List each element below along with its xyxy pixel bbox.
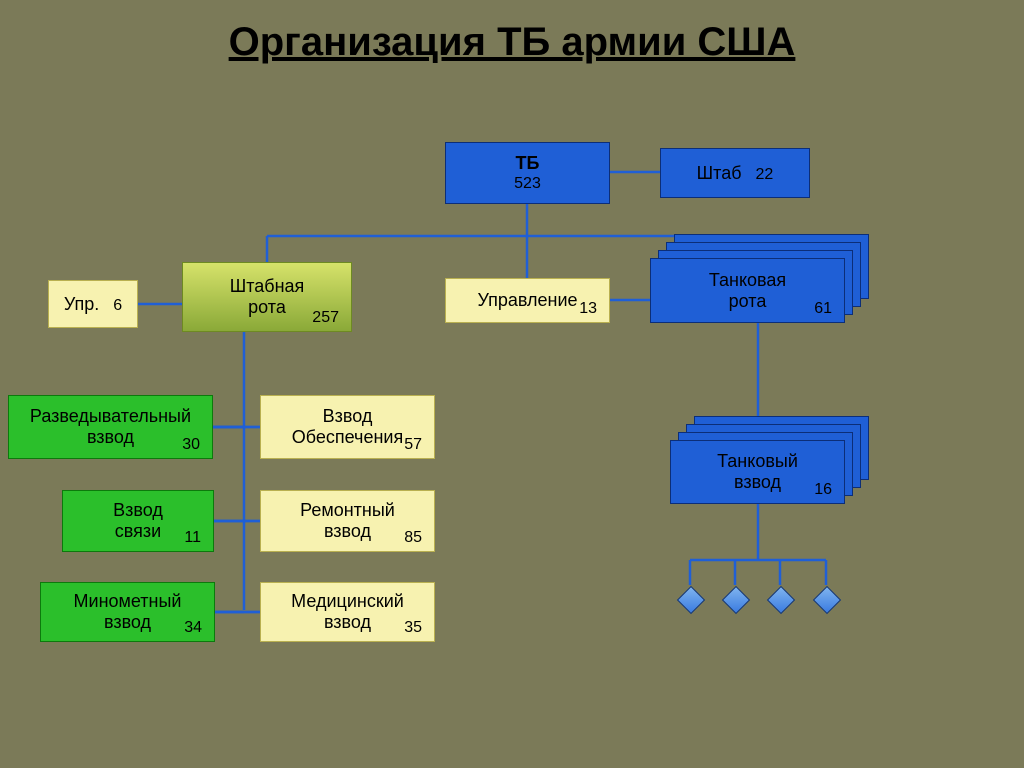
node-value: 6: [113, 297, 122, 315]
node-value: 35: [404, 619, 422, 637]
diamond-icon: [767, 586, 795, 614]
node-mgmt: Управление13: [445, 278, 610, 323]
node-signal: Взводсвязи 11: [62, 490, 214, 552]
diamond-icon: [813, 586, 841, 614]
node-hq_coy: Штабнаярота 257: [182, 262, 352, 332]
node-label: Танковыйвзвод: [717, 451, 798, 492]
node-value: 34: [184, 619, 202, 637]
node-label: Управление: [477, 290, 577, 311]
node-value: 523: [514, 175, 541, 193]
node-label: Штаб: [697, 163, 742, 184]
diamond-icon: [677, 586, 705, 614]
node-label: ВзводОбеспечения: [292, 406, 403, 447]
slide-title: Организация ТБ армии США: [0, 20, 1024, 65]
node-label: Ремонтныйвзвод: [300, 500, 395, 541]
node-supply: ВзводОбеспечения57: [260, 395, 435, 459]
slide: Организация ТБ армии США ТБ523 Штаб 22 Упр.…: [0, 0, 1024, 768]
node-med: Медицинскийвзвод35: [260, 582, 435, 642]
node-value: 13: [579, 300, 597, 318]
node-value: 85: [404, 529, 422, 547]
node-tb: ТБ523: [445, 142, 610, 204]
node-value: 16: [814, 481, 832, 499]
node-label: Штабнаярота: [230, 276, 305, 317]
node-tank_coy: Танковаярота 61: [650, 258, 845, 323]
node-label: Упр.: [64, 294, 99, 315]
node-mortar: Минометныйвзвод34: [40, 582, 215, 642]
node-repair: Ремонтныйвзвод 85: [260, 490, 435, 552]
node-label: Разведывательныйвзвод: [30, 406, 191, 447]
node-recon: Разведывательныйвзвод30: [8, 395, 213, 459]
node-label: Танковаярота: [709, 270, 786, 311]
node-value: 61: [814, 300, 832, 318]
node-value: 30: [182, 436, 200, 454]
diamond-icon: [722, 586, 750, 614]
node-label: ТБ: [516, 153, 540, 174]
node-value: 257: [312, 309, 339, 327]
node-label: Медицинскийвзвод: [291, 591, 404, 632]
connector-layer: [0, 0, 1024, 768]
node-label: Минометныйвзвод: [74, 591, 182, 632]
node-label: Взводсвязи: [113, 500, 163, 541]
node-value: 11: [184, 529, 201, 547]
node-hq: Штаб 22: [660, 148, 810, 198]
node-tank_plt: Танковыйвзвод 16: [670, 440, 845, 504]
node-value: 57: [404, 436, 422, 454]
node-upr: Упр. 6: [48, 280, 138, 328]
node-value: 22: [756, 166, 774, 184]
